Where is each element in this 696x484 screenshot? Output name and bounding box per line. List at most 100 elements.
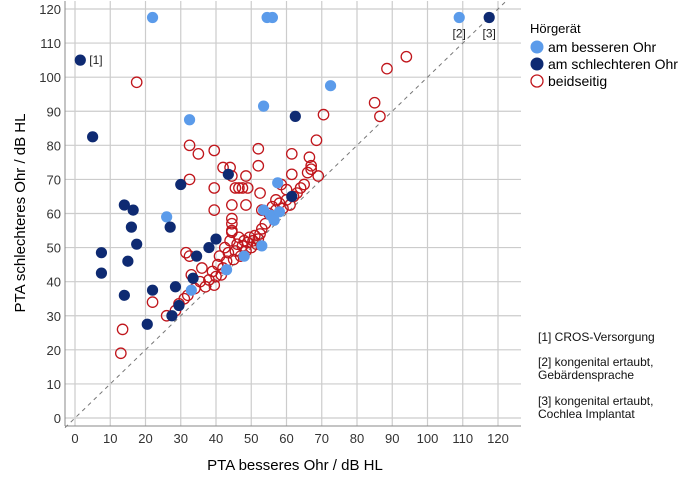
annotation-note: [2] kongenital ertaubt, Gebärdensprache xyxy=(538,355,653,382)
data-point xyxy=(305,163,318,176)
data-point xyxy=(285,168,298,181)
data-point xyxy=(210,233,222,245)
data-point xyxy=(114,347,127,360)
data-point xyxy=(368,96,381,109)
data-point xyxy=(146,296,159,308)
legend-marker-icon xyxy=(530,40,544,54)
data-point xyxy=(257,204,270,216)
data-point xyxy=(324,80,337,92)
data-point xyxy=(266,11,278,24)
annotations: [1] CROS-Versorgung [2] kongenital ertaub… xyxy=(538,330,655,421)
point-label: [3] xyxy=(483,27,496,41)
point-label: [1] xyxy=(89,53,102,67)
data-point xyxy=(161,211,173,223)
data-point xyxy=(203,241,215,254)
x-axis-ticks: 0 10 20 30 40 50 60 70 80 90 100 110 120 xyxy=(71,431,508,446)
data-point xyxy=(254,228,266,240)
data-points xyxy=(74,11,495,360)
data-point xyxy=(183,139,196,152)
grid xyxy=(65,1,521,426)
data-point xyxy=(222,168,234,180)
x-axis-title: PTA besseres Ohr / dB HL xyxy=(207,457,383,474)
data-point xyxy=(229,182,242,194)
legend-label: am besseren Ohr xyxy=(548,39,656,55)
data-point xyxy=(164,221,176,233)
y-tick-label: 20 xyxy=(47,343,61,358)
data-point xyxy=(400,50,413,63)
data-point xyxy=(248,229,261,242)
annotation-note: [1] CROS-Versorgung xyxy=(538,330,655,344)
data-point xyxy=(285,148,298,160)
data-point xyxy=(208,144,221,157)
data-point xyxy=(146,284,159,296)
annotation-line: [3] kongenital ertaubt, xyxy=(538,394,653,408)
data-point xyxy=(233,182,245,194)
data-point xyxy=(286,190,298,203)
data-point xyxy=(252,142,265,155)
y-tick-label: 40 xyxy=(47,275,61,290)
identity-line xyxy=(64,0,507,429)
x-tick-label: 80 xyxy=(350,431,364,446)
data-point xyxy=(208,279,221,291)
y-axis-title: PTA schlechteres Ohr / dB HL xyxy=(12,114,29,313)
data-point xyxy=(183,173,196,186)
data-point xyxy=(116,323,129,336)
data-point xyxy=(74,54,86,66)
data-point xyxy=(210,270,222,283)
data-point xyxy=(256,240,268,252)
data-point xyxy=(95,267,108,279)
data-point xyxy=(122,255,134,267)
legend-marker-icon xyxy=(530,57,544,71)
annotation-line: Gebärdensprache xyxy=(538,368,634,382)
data-point xyxy=(131,238,143,250)
legend-entry: am schlechteren Ohr xyxy=(530,56,678,72)
data-point xyxy=(118,289,130,301)
legend-entry: am besseren Ohr xyxy=(530,39,656,55)
data-point xyxy=(196,262,208,274)
data-point xyxy=(166,310,178,322)
data-point xyxy=(268,214,280,226)
data-point xyxy=(254,187,266,199)
data-point xyxy=(192,148,205,160)
legend-label: beidseitig xyxy=(548,73,607,89)
data-point xyxy=(173,299,185,312)
data-point xyxy=(226,224,238,237)
data-point xyxy=(220,264,233,276)
x-tick-label: 90 xyxy=(385,431,399,446)
data-point xyxy=(305,159,318,172)
data-point xyxy=(294,182,307,194)
data-point xyxy=(183,114,196,126)
data-point xyxy=(298,178,310,191)
data-point xyxy=(208,182,221,194)
y-tick-label: 70 xyxy=(47,172,61,187)
data-point xyxy=(483,11,495,24)
data-point xyxy=(226,217,238,230)
y-tick-label: 80 xyxy=(47,138,61,153)
data-point xyxy=(374,110,386,123)
data-point xyxy=(226,212,238,225)
x-tick-label: 10 xyxy=(103,431,117,446)
data-point xyxy=(191,250,203,262)
data-point xyxy=(236,182,249,194)
annotation-note: [3] kongenital ertaubt, Cochlea Implantat xyxy=(538,394,653,421)
y-tick-label: 10 xyxy=(47,377,61,392)
legend-label: am schlechteren Ohr xyxy=(548,56,678,72)
data-point xyxy=(175,178,187,191)
data-point xyxy=(146,11,159,24)
data-point xyxy=(289,110,301,122)
y-tick-label: 90 xyxy=(47,104,61,119)
data-point xyxy=(453,11,465,24)
data-point xyxy=(208,204,221,216)
data-point xyxy=(303,151,316,164)
legend-title: Hörgerät xyxy=(530,21,581,36)
y-tick-label: 100 xyxy=(39,70,61,85)
data-point xyxy=(240,170,252,182)
annotation-line: Cochlea Implantat xyxy=(538,407,635,421)
data-point xyxy=(301,166,314,179)
x-tick-label: 70 xyxy=(315,431,329,446)
x-tick-label: 50 xyxy=(244,431,258,446)
y-tick-label: 30 xyxy=(47,309,61,324)
series-am-schlechteren-ohr xyxy=(74,11,495,330)
y-tick-label: 60 xyxy=(47,207,61,222)
